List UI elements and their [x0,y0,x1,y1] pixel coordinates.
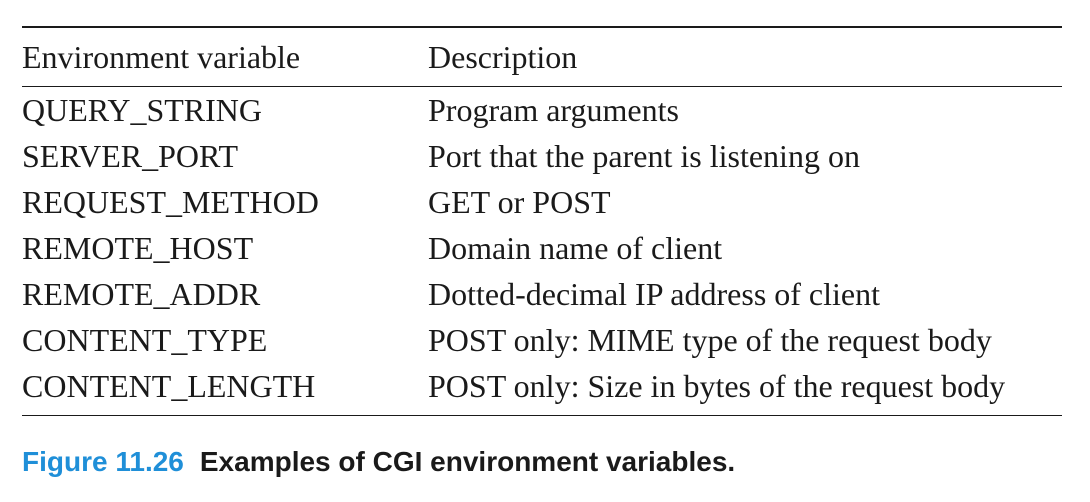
table-row: REQUEST_METHOD GET or POST [22,179,1062,225]
variable-description: Program arguments [428,91,679,128]
variable-description: Domain name of client [428,229,723,266]
table-bottom-rule [22,415,1062,416]
variable-name: QUERY_STRING [22,91,263,128]
figure-caption: Figure 11.26 Examples of CGI environment … [22,446,735,478]
variable-name: REMOTE_HOST [22,229,254,266]
variable-name: SERVER_PORT [22,137,238,174]
variable-name: REMOTE_ADDR [22,275,261,312]
cgi-variables-table: Environment variable Description QUERY_S… [22,28,1062,415]
cgi-variables-table-wrapper: Environment variable Description QUERY_S… [22,26,1062,416]
variable-description: Dotted-decimal IP address of client [428,275,880,312]
figure-number: Figure 11.26 [22,446,184,477]
variable-description: GET or POST [428,183,611,220]
variable-name: REQUEST_METHOD [22,183,319,220]
header-row: Environment variable Description [22,28,1062,86]
header-description: Description [428,38,578,75]
table-row: SERVER_PORT Port that the parent is list… [22,133,1062,179]
figure-caption-text: Examples of CGI environment variables. [199,446,736,477]
header-environment-variable: Environment variable [22,38,301,75]
table-header: Environment variable Description [22,28,1062,86]
variable-description: Port that the parent is listening on [428,137,860,174]
header-rule [22,86,1062,87]
variable-name: CONTENT_LENGTH [22,367,316,404]
table-body: QUERY_STRING Program arguments SERVER_PO… [22,86,1062,415]
table-row: CONTENT_TYPE POST only: MIME type of the… [22,317,1062,363]
variable-name: CONTENT_TYPE [22,321,268,358]
table-row: REMOTE_ADDR Dotted-decimal IP address of… [22,271,1062,317]
table-top-rule [22,26,1062,28]
table-row: REMOTE_HOST Domain name of client [22,225,1062,271]
variable-description: POST only: Size in bytes of the request … [428,367,1006,404]
table-row: QUERY_STRING Program arguments [22,87,1062,133]
variable-description: POST only: MIME type of the request body [428,321,992,358]
table-row: CONTENT_LENGTH POST only: Size in bytes … [22,363,1062,415]
